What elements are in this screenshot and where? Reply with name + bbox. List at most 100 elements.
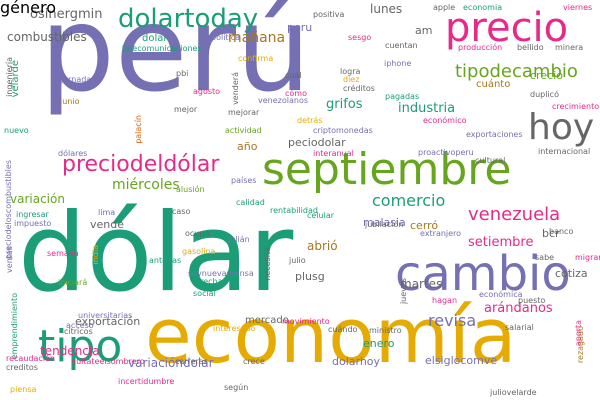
word: cambio xyxy=(395,246,571,302)
word: caso xyxy=(172,207,191,216)
word: duplicó xyxy=(530,90,559,99)
word: universitarias xyxy=(78,311,133,320)
word: dólares xyxy=(58,149,88,158)
word: bcr xyxy=(542,227,560,240)
word: elsiglocomve xyxy=(425,354,498,367)
word: julián xyxy=(228,235,250,244)
word: semana xyxy=(47,249,79,258)
word: exportaciones xyxy=(466,130,523,139)
word: proactivoperu xyxy=(418,148,474,157)
word: impuesto xyxy=(14,219,52,228)
word: mejorar xyxy=(228,108,260,117)
word: dolar xyxy=(142,33,168,44)
word: hagan xyxy=(432,296,458,305)
word: crece xyxy=(243,357,265,366)
word: migrantes xyxy=(575,253,600,262)
word: economia xyxy=(463,3,503,12)
word: jubilación xyxy=(365,220,404,229)
word: rentabilidad xyxy=(270,206,318,215)
word: incertidumbre xyxy=(118,377,175,386)
word: variación xyxy=(10,192,65,206)
word: antenas xyxy=(149,256,182,265)
word: septiembre xyxy=(262,144,512,195)
word: creditos xyxy=(6,363,38,372)
word: soynuevaprensa xyxy=(188,269,254,278)
word: según xyxy=(224,383,249,392)
word: bellido xyxy=(517,43,544,52)
word: cuándo xyxy=(328,325,358,334)
word: sabe xyxy=(535,253,555,262)
word: jueves xyxy=(399,278,408,305)
word: peru xyxy=(287,21,313,34)
word: ocupa xyxy=(185,229,210,238)
word: dolarhoy xyxy=(332,355,381,368)
word: confirma xyxy=(238,54,274,63)
word: preciodeloscombustibles xyxy=(4,160,13,260)
word: iphone xyxy=(384,59,412,68)
word: emprendimiento xyxy=(10,293,19,360)
word: actividad xyxy=(225,126,262,135)
word: rezagado xyxy=(576,326,585,364)
word: necesita xyxy=(263,247,272,281)
word: puesto xyxy=(518,296,546,305)
word: venezuela xyxy=(468,204,561,225)
word: jornada xyxy=(61,75,92,84)
word: internacional xyxy=(538,147,591,156)
word: calidad xyxy=(236,198,265,207)
word: vende xyxy=(90,218,124,231)
word: cítricos xyxy=(64,327,93,336)
word: cotiza xyxy=(555,267,588,280)
word: miércoles xyxy=(112,177,180,193)
word: extranjero xyxy=(420,229,462,238)
word: económico xyxy=(423,116,467,125)
word: economía xyxy=(145,291,517,380)
word: pbi xyxy=(176,69,189,78)
word: países xyxy=(231,176,257,185)
word: criptomonedas xyxy=(313,126,373,135)
word: celular xyxy=(307,211,335,220)
word: viernes xyxy=(563,3,593,12)
word: setiembre xyxy=(468,235,534,250)
word: telecomunicaciones xyxy=(122,44,202,53)
word: detrás xyxy=(297,116,323,125)
word: carreras xyxy=(175,357,208,366)
word: lima xyxy=(98,208,116,217)
word: dolartoday xyxy=(118,4,259,34)
word: cuentan xyxy=(385,41,418,50)
word: ingresar xyxy=(16,210,49,219)
word: ingeniería xyxy=(5,57,14,97)
word: alusión xyxy=(176,185,205,194)
word: social xyxy=(193,289,216,298)
word: año xyxy=(237,140,258,153)
word: crecimiento xyxy=(552,102,600,111)
word: cuál xyxy=(285,71,302,80)
word: movimiento xyxy=(282,317,330,326)
word: tendencia xyxy=(40,344,100,358)
word: sesgo xyxy=(348,33,372,42)
word: interanual xyxy=(313,149,354,158)
word: precio xyxy=(445,5,569,51)
word: recaudación xyxy=(6,354,55,363)
word: salarial xyxy=(505,323,534,332)
word: creció xyxy=(530,69,563,82)
word: acceso xyxy=(66,321,94,330)
word: martes xyxy=(400,277,443,291)
word: mercado xyxy=(245,315,289,326)
word: grifos xyxy=(326,97,363,112)
word: interesado xyxy=(213,324,256,333)
word: comercio xyxy=(372,191,446,210)
word: quitateelsombrero xyxy=(71,357,145,366)
word: industria xyxy=(398,101,456,116)
word: julio xyxy=(289,256,306,265)
word: tipo xyxy=(38,321,123,372)
word: positiva xyxy=(313,10,345,19)
word: brecha xyxy=(195,277,223,286)
word: peciodolar xyxy=(288,136,346,149)
word: dólar xyxy=(18,191,294,316)
word: cuánto xyxy=(476,79,511,90)
word: minera xyxy=(555,43,584,52)
word: pagadas xyxy=(385,92,420,101)
word: lunes xyxy=(370,2,403,16)
word: agosto xyxy=(193,87,221,96)
